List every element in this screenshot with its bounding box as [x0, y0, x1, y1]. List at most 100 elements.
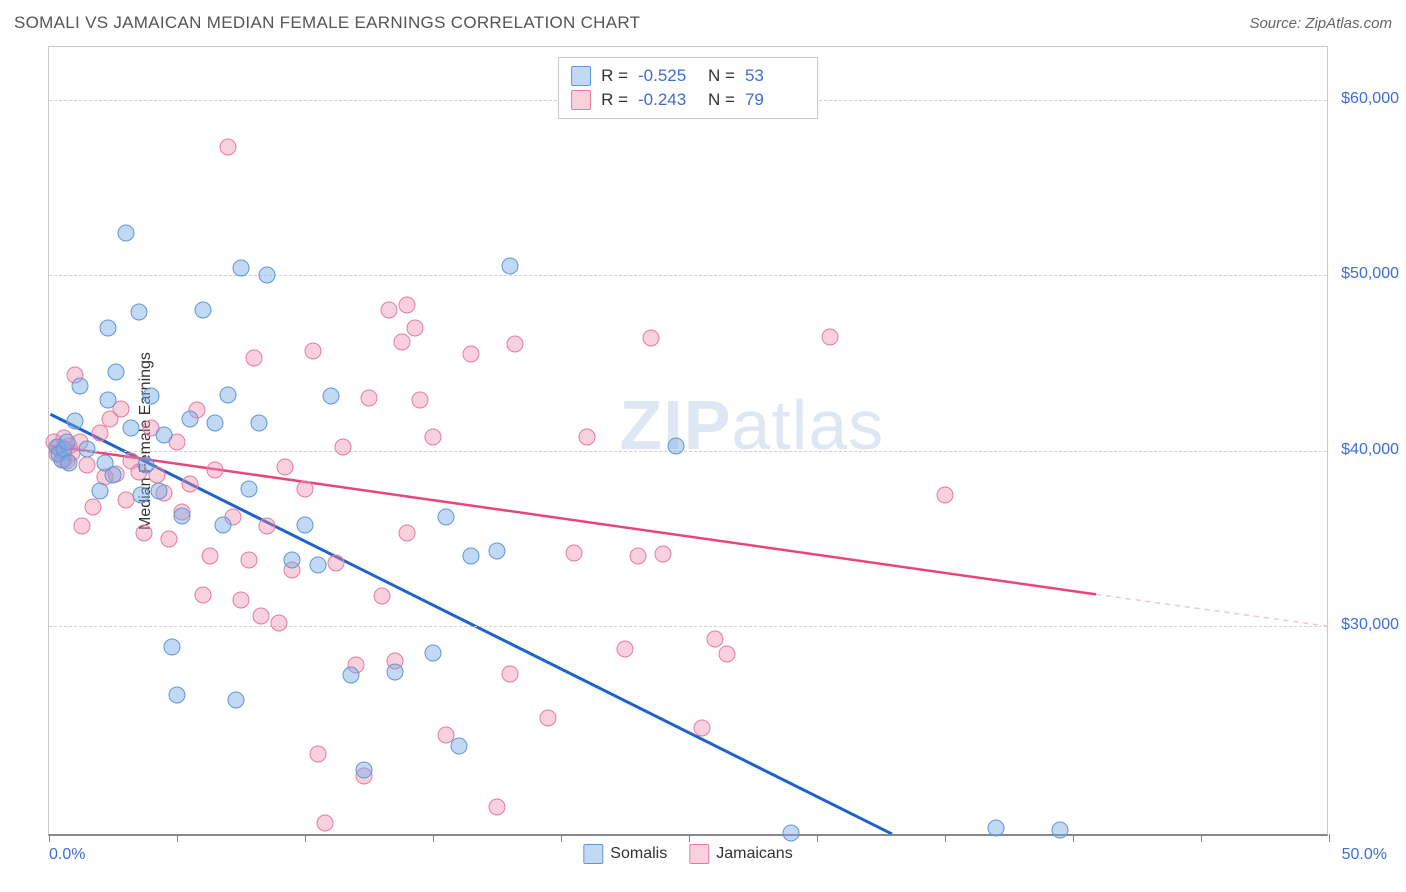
n-label: N =	[708, 90, 735, 110]
data-point-jamaicans	[245, 349, 262, 366]
data-point-somalis	[450, 737, 467, 754]
data-point-jamaicans	[578, 428, 595, 445]
source-credit: Source: ZipAtlas.com	[1249, 15, 1392, 32]
data-point-jamaicans	[220, 139, 237, 156]
data-point-jamaicans	[373, 588, 390, 605]
data-point-jamaicans	[399, 525, 416, 542]
data-point-somalis	[151, 483, 168, 500]
data-point-jamaicans	[207, 462, 224, 479]
data-point-somalis	[174, 507, 191, 524]
data-point-jamaicans	[92, 425, 109, 442]
data-point-somalis	[668, 437, 685, 454]
data-point-somalis	[501, 258, 518, 275]
data-point-somalis	[227, 692, 244, 709]
gridline	[49, 451, 1327, 452]
data-point-jamaicans	[655, 546, 672, 563]
data-point-somalis	[61, 455, 78, 472]
data-point-jamaicans	[937, 486, 954, 503]
n-value-jamaicans: 79	[745, 90, 805, 110]
legend-label-jamaicans: Jamaicans	[716, 845, 792, 863]
data-point-somalis	[107, 363, 124, 380]
data-point-somalis	[133, 486, 150, 503]
data-point-jamaicans	[74, 518, 91, 535]
legend-row-somalis: R = -0.525 N = 53	[571, 64, 805, 88]
x-tick	[1201, 834, 1202, 842]
data-point-somalis	[194, 302, 211, 319]
data-point-somalis	[130, 304, 147, 321]
data-point-jamaicans	[271, 614, 288, 631]
y-tick-label: $50,000	[1341, 265, 1399, 283]
data-point-somalis	[163, 639, 180, 656]
chart-title: SOMALI VS JAMAICAN MEDIAN FEMALE EARNING…	[14, 13, 640, 33]
data-point-jamaicans	[297, 481, 314, 498]
data-point-jamaicans	[394, 333, 411, 350]
data-point-somalis	[156, 426, 173, 443]
data-point-somalis	[322, 388, 339, 405]
x-tick	[945, 834, 946, 842]
x-tick	[561, 834, 562, 842]
regression-lines	[49, 47, 1327, 834]
data-point-jamaicans	[693, 720, 710, 737]
data-point-somalis	[143, 388, 160, 405]
data-point-jamaicans	[407, 319, 424, 336]
series-legend: Somalis Jamaicans	[583, 844, 792, 864]
legend-item-somalis: Somalis	[583, 844, 667, 864]
data-point-somalis	[138, 456, 155, 473]
r-value-jamaicans: -0.243	[638, 90, 698, 110]
data-point-jamaicans	[381, 302, 398, 319]
gridline	[49, 626, 1327, 627]
data-point-somalis	[489, 542, 506, 559]
legend-label-somalis: Somalis	[610, 845, 667, 863]
n-label: N =	[708, 66, 735, 86]
data-point-somalis	[58, 434, 75, 451]
data-point-somalis	[105, 467, 122, 484]
data-point-somalis	[284, 551, 301, 568]
data-point-jamaicans	[506, 335, 523, 352]
data-point-jamaicans	[540, 709, 557, 726]
legend-item-jamaicans: Jamaicans	[689, 844, 792, 864]
swatch-somalis-icon	[583, 844, 603, 864]
x-tick	[305, 834, 306, 842]
n-value-somalis: 53	[745, 66, 805, 86]
legend-row-jamaicans: R = -0.243 N = 79	[571, 88, 805, 112]
data-point-somalis	[425, 644, 442, 661]
data-point-somalis	[99, 319, 116, 336]
data-point-somalis	[343, 667, 360, 684]
watermark-text: ZIPatlas	[620, 385, 885, 465]
data-point-jamaicans	[181, 476, 198, 493]
data-point-jamaicans	[425, 428, 442, 445]
data-point-jamaicans	[240, 551, 257, 568]
data-point-jamaicans	[642, 330, 659, 347]
swatch-jamaicans	[571, 90, 591, 110]
data-point-somalis	[988, 820, 1005, 837]
x-tick	[49, 834, 50, 842]
x-tick	[1073, 834, 1074, 842]
x-tick	[689, 834, 690, 842]
swatch-somalis	[571, 66, 591, 86]
data-point-somalis	[169, 686, 186, 703]
data-point-somalis	[66, 412, 83, 429]
x-tick	[817, 834, 818, 842]
data-point-jamaicans	[233, 592, 250, 609]
x-tick	[1329, 834, 1330, 842]
data-point-jamaicans	[719, 646, 736, 663]
x-axis-label: 50.0%	[1342, 846, 1387, 864]
data-point-jamaicans	[629, 548, 646, 565]
data-point-jamaicans	[135, 525, 152, 542]
data-point-jamaicans	[304, 342, 321, 359]
data-point-somalis	[71, 377, 88, 394]
data-point-somalis	[240, 481, 257, 498]
data-point-somalis	[233, 260, 250, 277]
data-point-jamaicans	[617, 641, 634, 658]
data-point-somalis	[386, 663, 403, 680]
y-tick-label: $30,000	[1341, 616, 1399, 634]
data-point-somalis	[220, 386, 237, 403]
data-point-somalis	[215, 516, 232, 533]
data-point-jamaicans	[821, 328, 838, 345]
x-tick	[433, 834, 434, 842]
data-point-somalis	[297, 516, 314, 533]
data-point-somalis	[79, 441, 96, 458]
data-point-somalis	[250, 414, 267, 431]
data-point-somalis	[355, 762, 372, 779]
data-point-somalis	[437, 509, 454, 526]
